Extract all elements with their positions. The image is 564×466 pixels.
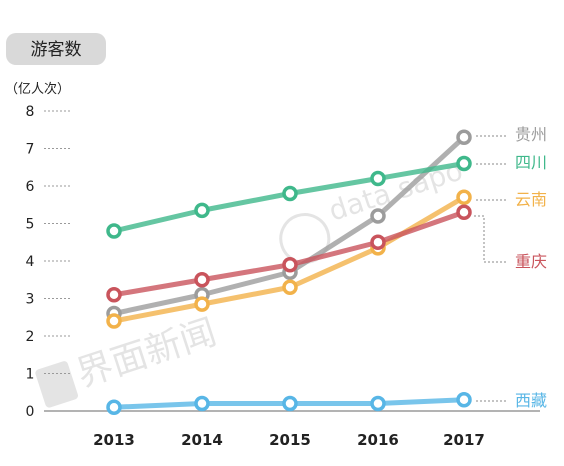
x-tick-label: 2014 <box>181 431 223 449</box>
data-point <box>456 129 472 145</box>
chart-title: 游客数 <box>31 40 82 60</box>
axes: 0 1 2 3 4 5 6 7 8 2013 2014 2015 2016 2017 <box>26 104 540 449</box>
y-tick-label: 5 <box>26 217 35 233</box>
data-point <box>456 189 472 205</box>
chart-title-badge: 游客数 <box>6 33 106 65</box>
data-point <box>456 155 472 172</box>
series-label: 重庆 <box>515 252 547 271</box>
y-tick-label: 1 <box>26 367 35 383</box>
data-point <box>194 272 210 288</box>
data-point <box>282 185 298 202</box>
y-tick-label: 7 <box>26 142 35 158</box>
series-四川 <box>106 155 472 239</box>
data-point <box>370 208 386 224</box>
data-point <box>370 395 386 412</box>
x-tick-label: 2016 <box>357 431 399 449</box>
x-tick-label: 2017 <box>443 431 485 449</box>
data-point <box>456 392 472 408</box>
y-axis-unit-label: （亿人次） <box>5 81 70 97</box>
data-point <box>370 170 386 187</box>
y-tick-label: 2 <box>26 329 35 345</box>
series-label: 云南 <box>515 190 547 209</box>
x-tick-label: 2015 <box>269 431 311 449</box>
data-point <box>282 257 298 273</box>
data-point <box>282 395 298 412</box>
data-point <box>194 395 210 412</box>
data-point <box>456 204 472 220</box>
series-label-leader <box>474 215 507 263</box>
series-label: 贵州 <box>515 125 547 144</box>
y-tick-label: 0 <box>26 404 35 420</box>
y-tick-label: 3 <box>26 292 35 308</box>
chart-title-background <box>6 33 106 65</box>
series-重庆 <box>106 204 472 303</box>
data-point <box>106 223 122 239</box>
series-label: 西藏 <box>515 391 547 410</box>
data-point <box>194 296 210 312</box>
series-label: 四川 <box>515 153 547 172</box>
y-tick-label: 8 <box>26 104 35 120</box>
data-point <box>106 399 122 415</box>
series-layer <box>106 129 472 415</box>
data-point <box>106 287 122 303</box>
data-point <box>106 313 122 329</box>
data-point <box>282 279 298 295</box>
data-point <box>370 234 386 250</box>
svg-text:界面新闻: 界面新闻 <box>72 312 222 395</box>
data-point <box>194 202 210 219</box>
series-西藏 <box>106 392 472 415</box>
x-tick-label: 2013 <box>93 431 135 449</box>
y-tick-label: 4 <box>26 254 35 270</box>
y-tick-label: 6 <box>26 179 35 195</box>
